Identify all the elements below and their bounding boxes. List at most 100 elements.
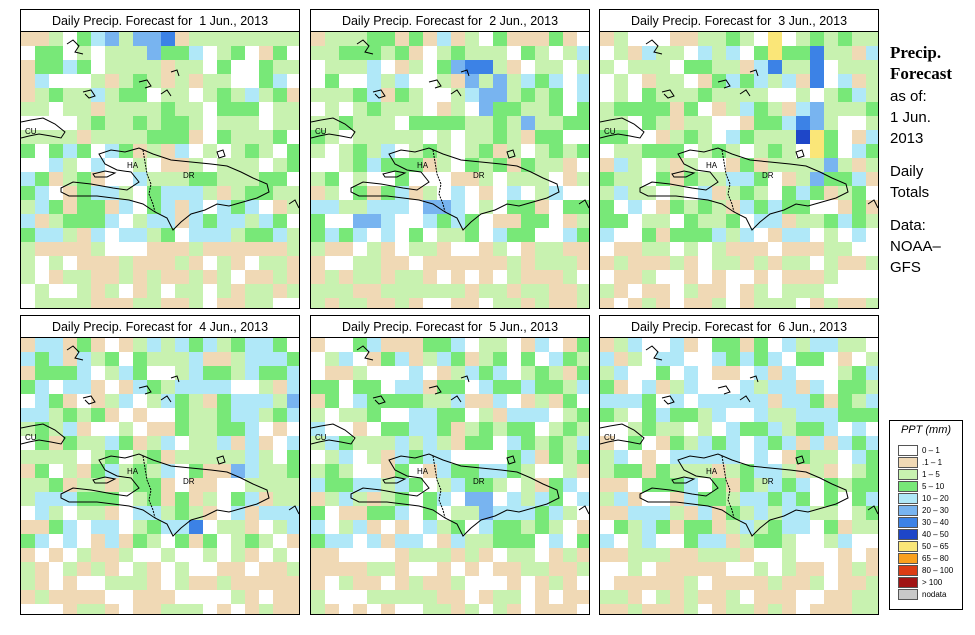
precip-cell <box>810 352 824 366</box>
precip-cell <box>782 352 796 366</box>
precip-cell <box>614 144 628 158</box>
precip-cell <box>796 520 810 534</box>
precip-cell <box>259 242 273 256</box>
precip-cell <box>866 74 878 88</box>
precip-cell <box>838 256 852 270</box>
precip-cell <box>353 298 367 308</box>
precip-cell <box>77 506 91 520</box>
precip-cell <box>521 492 535 506</box>
precip-cell <box>35 228 49 242</box>
precip-cell <box>838 548 852 562</box>
precip-cell <box>189 478 203 492</box>
precip-cell <box>628 256 642 270</box>
precip-cell <box>563 548 577 562</box>
precip-cell <box>465 172 479 186</box>
precip-cell <box>521 60 535 74</box>
precip-cell <box>507 436 521 450</box>
precip-cell <box>63 130 77 144</box>
precip-cell <box>91 200 105 214</box>
precip-cell <box>656 548 670 562</box>
precip-cell <box>409 576 423 590</box>
precip-cell <box>451 352 465 366</box>
precip-cell <box>63 60 77 74</box>
precip-cell <box>119 144 133 158</box>
precip-cell <box>49 576 63 590</box>
precip-cell <box>245 200 259 214</box>
precip-cell <box>656 88 670 102</box>
precip-cell <box>493 590 507 604</box>
precip-cell <box>824 492 838 506</box>
precip-cell <box>175 408 189 422</box>
precip-cell <box>754 284 768 298</box>
precip-cell <box>768 506 782 520</box>
precip-cell <box>161 464 175 478</box>
precip-cell <box>600 520 614 534</box>
precip-cell <box>353 60 367 74</box>
legend-swatch <box>898 445 918 456</box>
precip-cell <box>754 158 768 172</box>
precip-cell <box>245 548 259 562</box>
precip-cell <box>796 366 810 380</box>
precip-cell <box>465 338 479 352</box>
precip-cell <box>479 492 493 506</box>
precip-cell <box>852 604 866 614</box>
precip-cell <box>395 492 409 506</box>
precip-cell <box>866 46 878 60</box>
precip-cell <box>465 380 479 394</box>
precip-cell <box>245 172 259 186</box>
precip-cell <box>698 242 712 256</box>
precip-cell <box>367 270 381 284</box>
precip-cell <box>642 228 656 242</box>
precip-cell <box>119 562 133 576</box>
precip-cell <box>628 270 642 284</box>
precip-cell <box>367 590 381 604</box>
precip-cell <box>479 506 493 520</box>
forecast-panel-3: Daily Precip. Forecast for 3 Jun., 2013 … <box>599 9 879 309</box>
precip-cell <box>245 298 259 308</box>
precip-cell <box>203 74 217 88</box>
precip-cell <box>231 394 245 408</box>
precip-cell <box>437 338 451 352</box>
precip-cell <box>838 144 852 158</box>
precip-cell <box>768 604 782 614</box>
precip-cell <box>203 130 217 144</box>
precip-cell <box>49 464 63 478</box>
precip-cell <box>698 394 712 408</box>
precip-cell <box>507 492 521 506</box>
precip-cell <box>838 158 852 172</box>
precip-cell <box>91 366 105 380</box>
coastline-path <box>717 385 731 395</box>
precip-cell <box>189 172 203 186</box>
precip-cell <box>175 380 189 394</box>
precip-cell <box>395 242 409 256</box>
precip-cell <box>740 492 754 506</box>
precip-cell <box>325 576 339 590</box>
precip-cell <box>656 506 670 520</box>
precip-cell <box>287 298 299 308</box>
precip-cell <box>105 88 119 102</box>
precip-cell <box>451 394 465 408</box>
precip-cell <box>479 464 493 478</box>
precip-cell <box>600 32 614 46</box>
precip-cell <box>577 394 589 408</box>
precip-cell <box>287 284 299 298</box>
precip-cell <box>273 172 287 186</box>
precip-cell <box>21 576 35 590</box>
precip-cell <box>105 60 119 74</box>
precip-cell <box>642 380 656 394</box>
precip-cell <box>824 186 838 200</box>
precip-cell <box>161 534 175 548</box>
precip-cell <box>259 60 273 74</box>
forecast-panel-6: Daily Precip. Forecast for 6 Jun., 2013 … <box>599 315 879 615</box>
precip-cell <box>656 464 670 478</box>
precip-cell <box>217 172 231 186</box>
precip-cell <box>866 604 878 614</box>
precip-cell <box>105 576 119 590</box>
precip-cell <box>768 352 782 366</box>
precip-cell <box>49 284 63 298</box>
precip-cell <box>273 576 287 590</box>
precip-cell <box>119 604 133 614</box>
precip-cell <box>395 102 409 116</box>
precip-cells <box>311 32 589 308</box>
precip-cell <box>161 32 175 46</box>
